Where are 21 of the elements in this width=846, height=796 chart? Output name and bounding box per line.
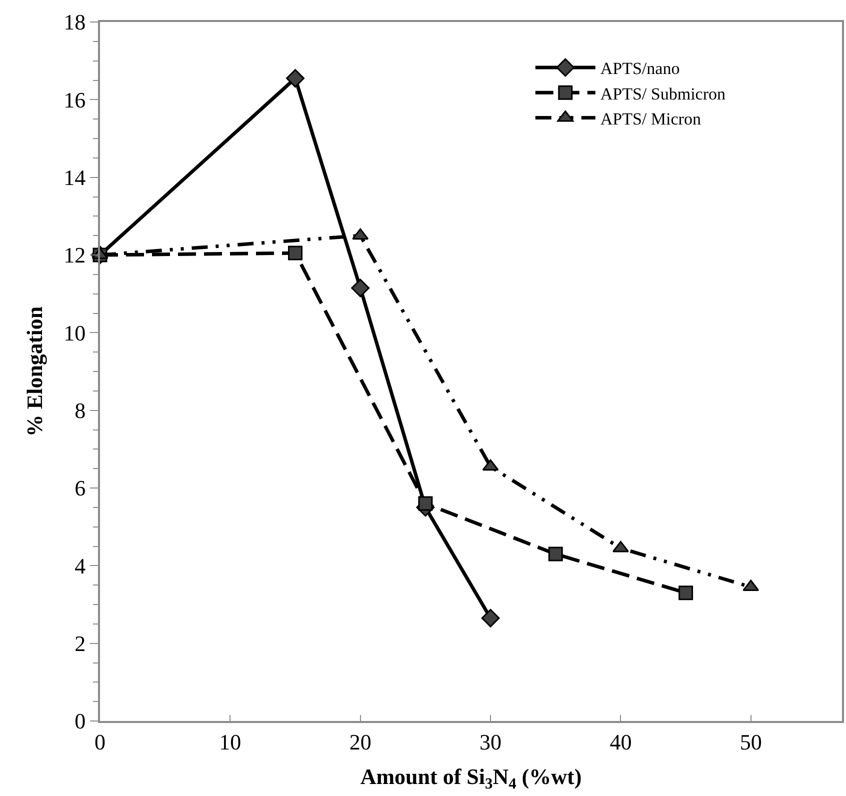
y-tick-label: 2: [74, 631, 86, 656]
y-tick-label: 12: [64, 242, 86, 268]
y-tick-label: 8: [74, 398, 86, 424]
legend-label: APTS/nano: [600, 59, 680, 78]
x-tick-label: 30: [480, 729, 502, 754]
y-tick-label: 16: [64, 87, 86, 112]
x-tick-label: 50: [740, 729, 762, 754]
y-tick-label: 6: [74, 476, 86, 501]
legend-label: APTS/ Micron: [600, 109, 702, 128]
legend-label: APTS/ Submicron: [600, 84, 726, 104]
x-axis-title: Amount of Si$_{3}$N$_{4}$ (%wt): [360, 764, 582, 792]
y-tick-label: 18: [64, 10, 86, 35]
y-tick-label: 10: [64, 320, 86, 346]
x-tick-label: 40: [610, 729, 632, 754]
y-axis-title: % Elongation: [22, 306, 47, 437]
x-tick-label: 0: [94, 729, 106, 754]
y-tick-label: 0: [74, 708, 86, 734]
y-tick-label: 14: [64, 165, 86, 190]
x-tick-label: 10: [219, 729, 242, 754]
x-tick-label: 20: [349, 729, 372, 754]
y-tick-label: 4: [74, 553, 86, 578]
